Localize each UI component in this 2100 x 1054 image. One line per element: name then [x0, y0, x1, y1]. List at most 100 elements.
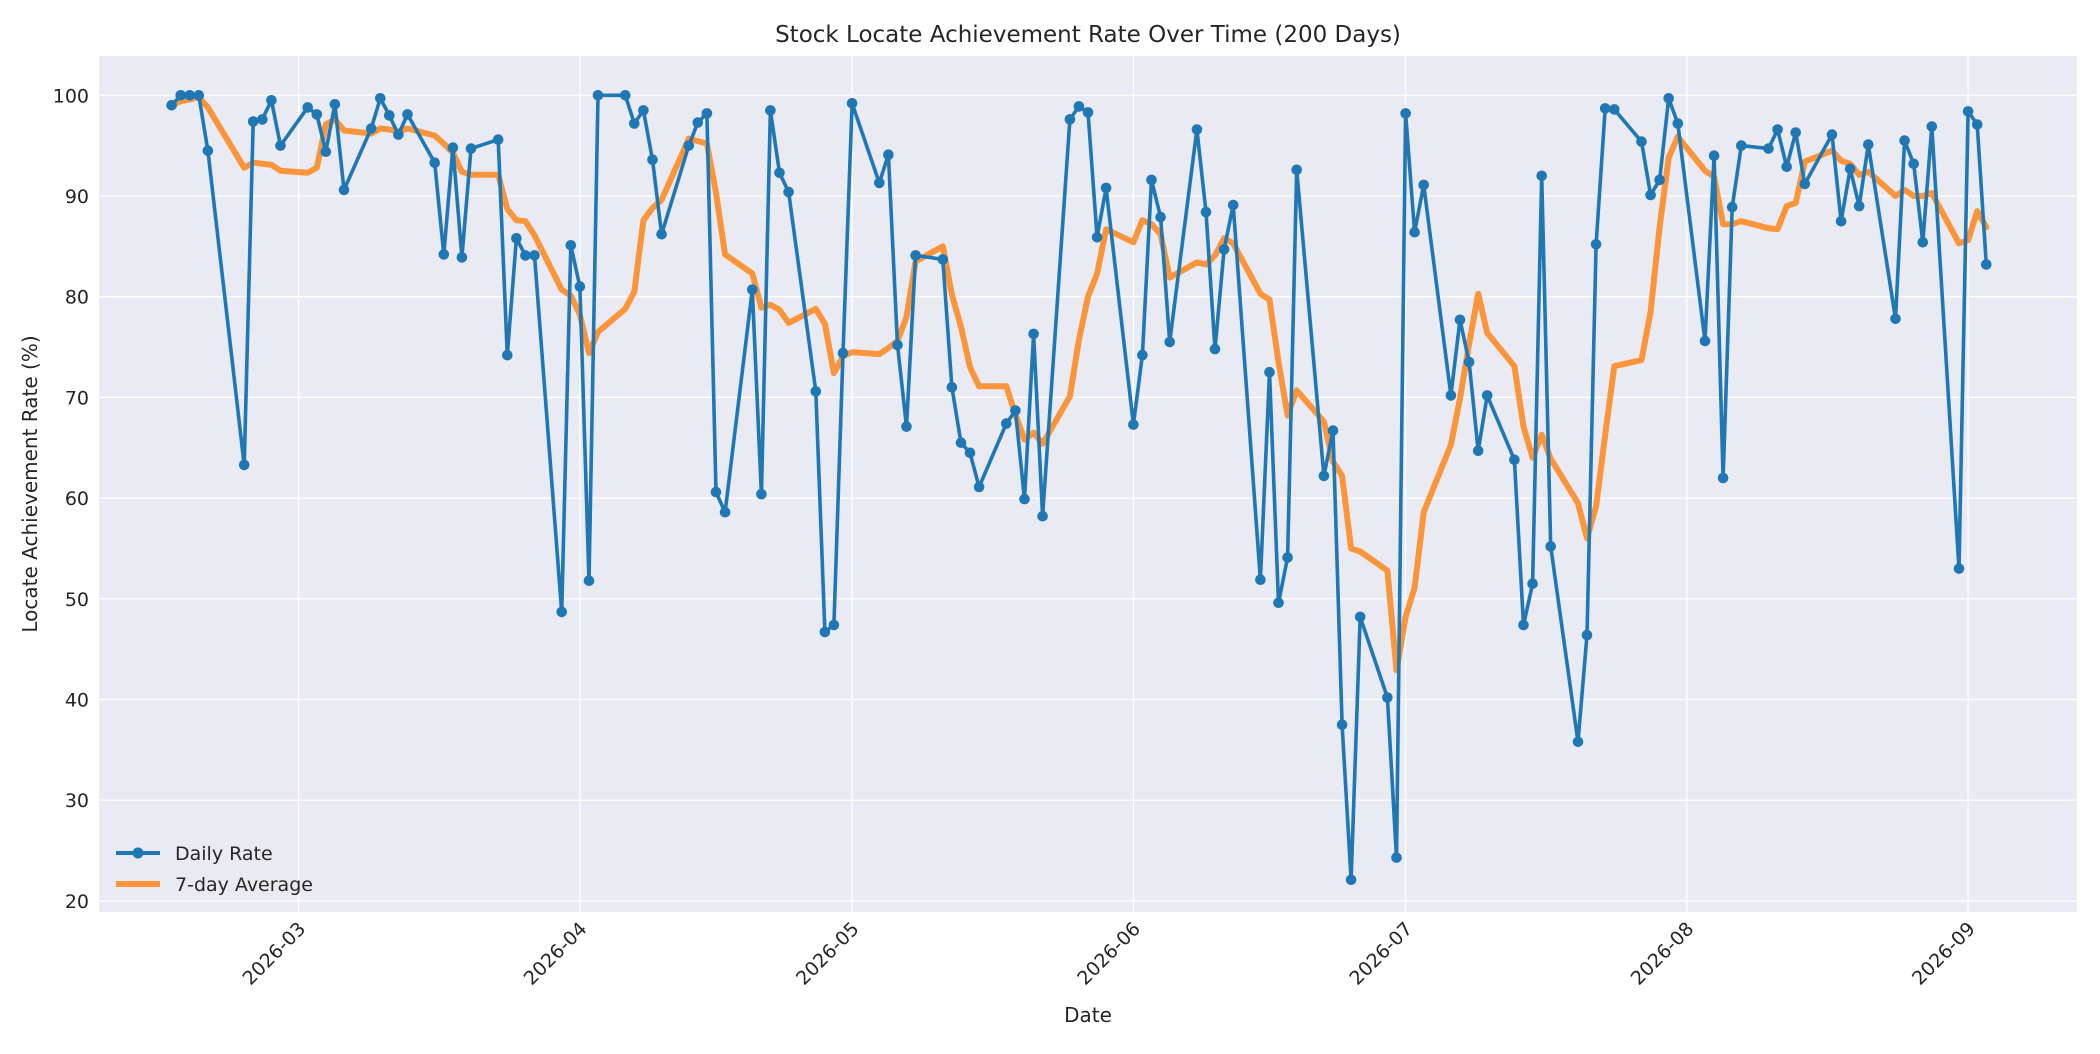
data-point-daily-rate: [1790, 127, 1801, 138]
data-point-daily-rate: [1291, 164, 1302, 176]
data-point-daily-rate: [874, 177, 885, 189]
data-point-daily-rate: [338, 184, 350, 196]
data-point-daily-rate: [1926, 121, 1938, 132]
data-point-daily-rate: [1953, 563, 1965, 574]
data-point-daily-rate: [556, 606, 567, 618]
data-point-daily-rate: [955, 437, 967, 449]
data-point-daily-rate: [910, 250, 921, 261]
data-point-daily-rate: [1010, 405, 1021, 416]
data-point-daily-rate: [1146, 174, 1157, 186]
data-point-daily-rate: [238, 459, 250, 471]
data-point-daily-rate: [592, 90, 604, 101]
legend-label-daily-rate: Daily Rate: [175, 843, 273, 865]
data-point-daily-rate: [1336, 719, 1348, 730]
data-point-daily-rate: [819, 626, 831, 638]
data-point-daily-rate: [719, 506, 731, 518]
data-point-daily-rate: [1663, 93, 1674, 104]
data-point-daily-rate: [1400, 108, 1411, 119]
data-point-daily-rate: [1191, 124, 1203, 135]
data-point-daily-rate: [492, 134, 504, 145]
data-point-daily-rate: [1200, 206, 1212, 218]
data-point-daily-rate: [765, 105, 776, 116]
data-point-daily-rate: [837, 347, 849, 359]
data-point-daily-rate: [1164, 336, 1175, 348]
x-tick-label: 2026-03: [238, 918, 310, 990]
series-line-daily-rate: [169, 93, 1989, 882]
data-point-daily-rate: [529, 250, 540, 261]
data-point-daily-rate: [1699, 335, 1711, 347]
data-point-daily-rate: [946, 382, 958, 393]
data-point-daily-rate: [193, 90, 205, 101]
data-point-daily-rate: [1019, 493, 1030, 505]
data-point-daily-rate: [1853, 200, 1865, 212]
data-point-daily-rate: [320, 146, 332, 157]
data-point-daily-rate: [302, 102, 314, 113]
x-tick-layer: 2026-03 2026-04 2026-05 2026-06 2026-07 2026-…: [238, 918, 1979, 990]
data-point-daily-rate: [166, 100, 177, 111]
data-point-daily-rate: [1509, 454, 1520, 466]
data-point-daily-rate: [1654, 174, 1665, 186]
data-point-daily-rate: [1717, 472, 1729, 484]
data-point-daily-rate: [783, 186, 794, 198]
data-point-daily-rate: [683, 140, 695, 151]
data-point-daily-rate: [1481, 390, 1493, 401]
data-point-daily-rate: [828, 619, 840, 631]
data-point-daily-rate: [1463, 356, 1475, 368]
data-point-daily-rate: [1282, 552, 1293, 563]
data-point-daily-rate: [1028, 328, 1039, 340]
data-point-daily-rate: [465, 143, 477, 154]
data-point-daily-rate: [1763, 143, 1774, 154]
data-point-daily-rate: [375, 93, 386, 104]
data-point-daily-rate: [184, 90, 195, 101]
data-point-daily-rate: [1001, 418, 1012, 429]
y-tick-label: 20: [65, 891, 89, 913]
data-point-daily-rate: [1962, 106, 1974, 117]
x-tick-label: 2026-06: [1073, 918, 1145, 990]
data-point-daily-rate: [1064, 114, 1076, 125]
data-point-daily-rate: [883, 149, 894, 160]
data-point-daily-rate: [1391, 852, 1402, 863]
data-point-daily-rate: [1445, 390, 1457, 401]
data-point-daily-rate: [429, 157, 441, 168]
data-point-daily-rate: [1799, 178, 1811, 190]
data-point-daily-rate: [1227, 199, 1239, 211]
data-point-daily-rate: [1708, 150, 1720, 161]
data-point-daily-rate: [747, 284, 758, 295]
data-point-daily-rate: [1971, 119, 1983, 130]
data-point-daily-rate: [1209, 343, 1221, 355]
data-point-daily-rate: [1636, 136, 1647, 147]
data-point-daily-rate: [656, 228, 667, 240]
data-point-daily-rate: [1527, 578, 1538, 589]
data-point-daily-rate: [511, 233, 522, 244]
data-point-daily-rate: [1672, 118, 1684, 129]
data-point-daily-rate: [266, 95, 277, 106]
data-point-daily-rate: [1082, 107, 1094, 118]
x-tick-label: 2026-05: [792, 918, 864, 990]
plot-background: [99, 56, 2077, 912]
data-point-daily-rate: [1472, 445, 1484, 457]
data-point-daily-rate: [456, 252, 468, 263]
data-point-daily-rate: [846, 98, 858, 109]
data-point-daily-rate: [402, 109, 413, 120]
x-tick-label: 2026-07: [1345, 918, 1417, 990]
data-point-daily-rate: [1037, 510, 1048, 522]
data-point-daily-rate: [565, 240, 577, 251]
legend: Daily Rate 7-day Average: [116, 843, 313, 896]
data-point-daily-rate: [1781, 161, 1792, 173]
data-point-daily-rate: [275, 140, 286, 151]
y-axis-label: Locate Achievement Rate (%): [18, 335, 42, 632]
data-point-daily-rate: [257, 114, 268, 125]
data-point-daily-rate: [1255, 574, 1266, 585]
data-point-daily-rate: [247, 116, 259, 127]
y-tick-label: 80: [65, 287, 89, 309]
data-point-daily-rate: [1327, 425, 1339, 436]
y-tick-label: 60: [65, 488, 89, 510]
data-point-daily-rate: [1354, 611, 1366, 623]
y-tick-label: 40: [65, 690, 89, 712]
data-point-daily-rate: [937, 254, 949, 265]
data-point-daily-rate: [1908, 158, 1919, 170]
data-point-daily-rate: [1345, 874, 1357, 886]
data-point-daily-rate: [1590, 239, 1602, 250]
